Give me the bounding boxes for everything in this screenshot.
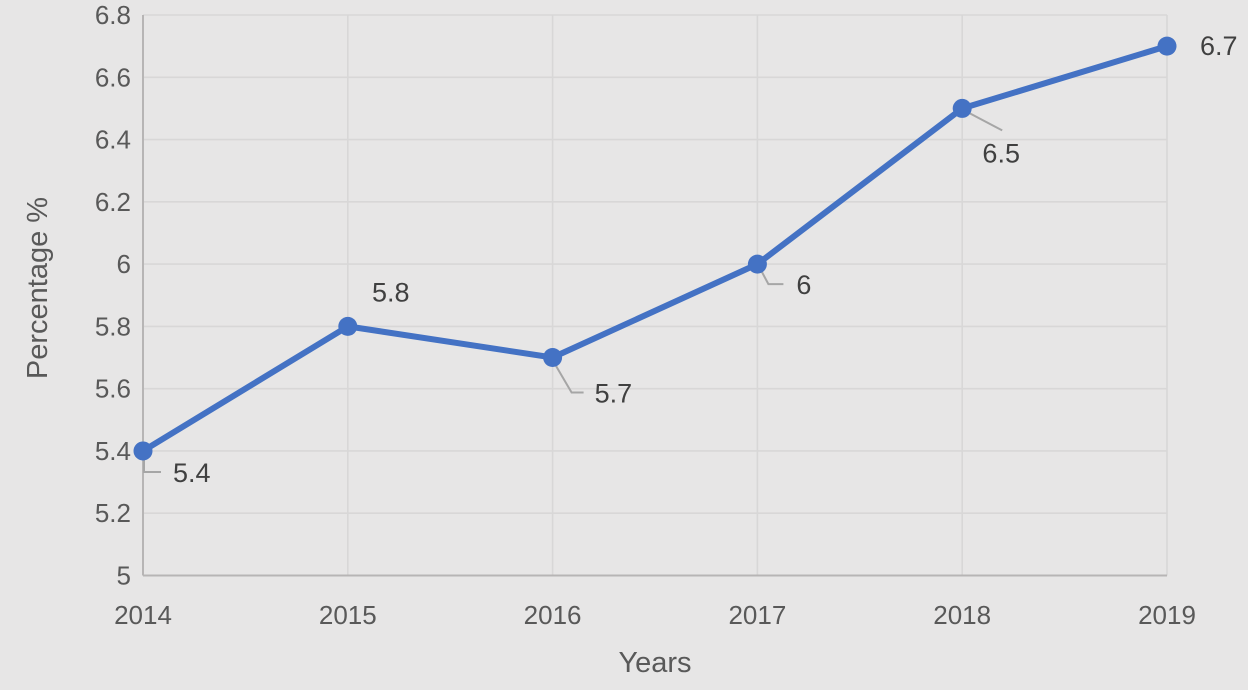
y-tick-label: 6 (117, 249, 131, 279)
x-axis-tick-labels: 2014 2015 2016 2017 2018 2019 (114, 600, 1196, 630)
data-point-marker (338, 316, 358, 336)
data-labels: 5.4 5.8 5.7 6 6.5 6.7 (173, 31, 1238, 488)
x-axis-title: Years (618, 647, 691, 679)
data-label-leader-lines (143, 109, 1003, 473)
leader-line (553, 363, 584, 394)
data-label: 5.7 (595, 379, 633, 409)
y-tick-label: 5.8 (95, 311, 131, 341)
y-tick-label: 6.2 (95, 187, 131, 217)
x-tick-label: 2017 (728, 600, 786, 630)
y-tick-label: 5 (117, 561, 131, 591)
x-tick-label: 2019 (1138, 600, 1196, 630)
leader-line (143, 455, 161, 473)
data-point-marker (543, 348, 563, 368)
y-axis-tick-labels: 5 5.2 5.4 5.6 5.8 6 6.2 6.4 6.6 6.8 (95, 0, 131, 591)
y-tick-label: 6.8 (95, 0, 131, 30)
axis-lines (142, 15, 1167, 577)
data-label: 6.7 (1200, 31, 1238, 61)
data-point-marker (747, 254, 767, 274)
gridlines (143, 14, 1168, 576)
x-tick-label: 2018 (933, 600, 991, 630)
y-tick-label: 6.4 (95, 125, 131, 155)
data-point-marker (1157, 36, 1177, 56)
x-tick-label: 2014 (114, 600, 172, 630)
leader-line (963, 109, 1003, 132)
y-tick-label: 5.6 (95, 374, 131, 404)
data-point-marker (133, 441, 153, 461)
y-axis-title: Percentage % (22, 197, 54, 379)
y-tick-label: 6.6 (95, 62, 131, 92)
data-label: 5.4 (173, 458, 211, 488)
x-tick-label: 2016 (524, 600, 582, 630)
data-label: 6.5 (982, 138, 1020, 168)
data-series (140, 43, 1170, 454)
data-label: 5.8 (372, 277, 410, 307)
x-tick-label: 2015 (319, 600, 377, 630)
y-tick-label: 5.4 (95, 436, 131, 466)
data-point-marker (952, 98, 972, 118)
leader-line (759, 268, 784, 286)
data-line (140, 43, 1170, 454)
data-label: 6 (796, 270, 811, 300)
data-point-markers (133, 36, 1177, 461)
y-tick-label: 5.2 (95, 498, 131, 528)
